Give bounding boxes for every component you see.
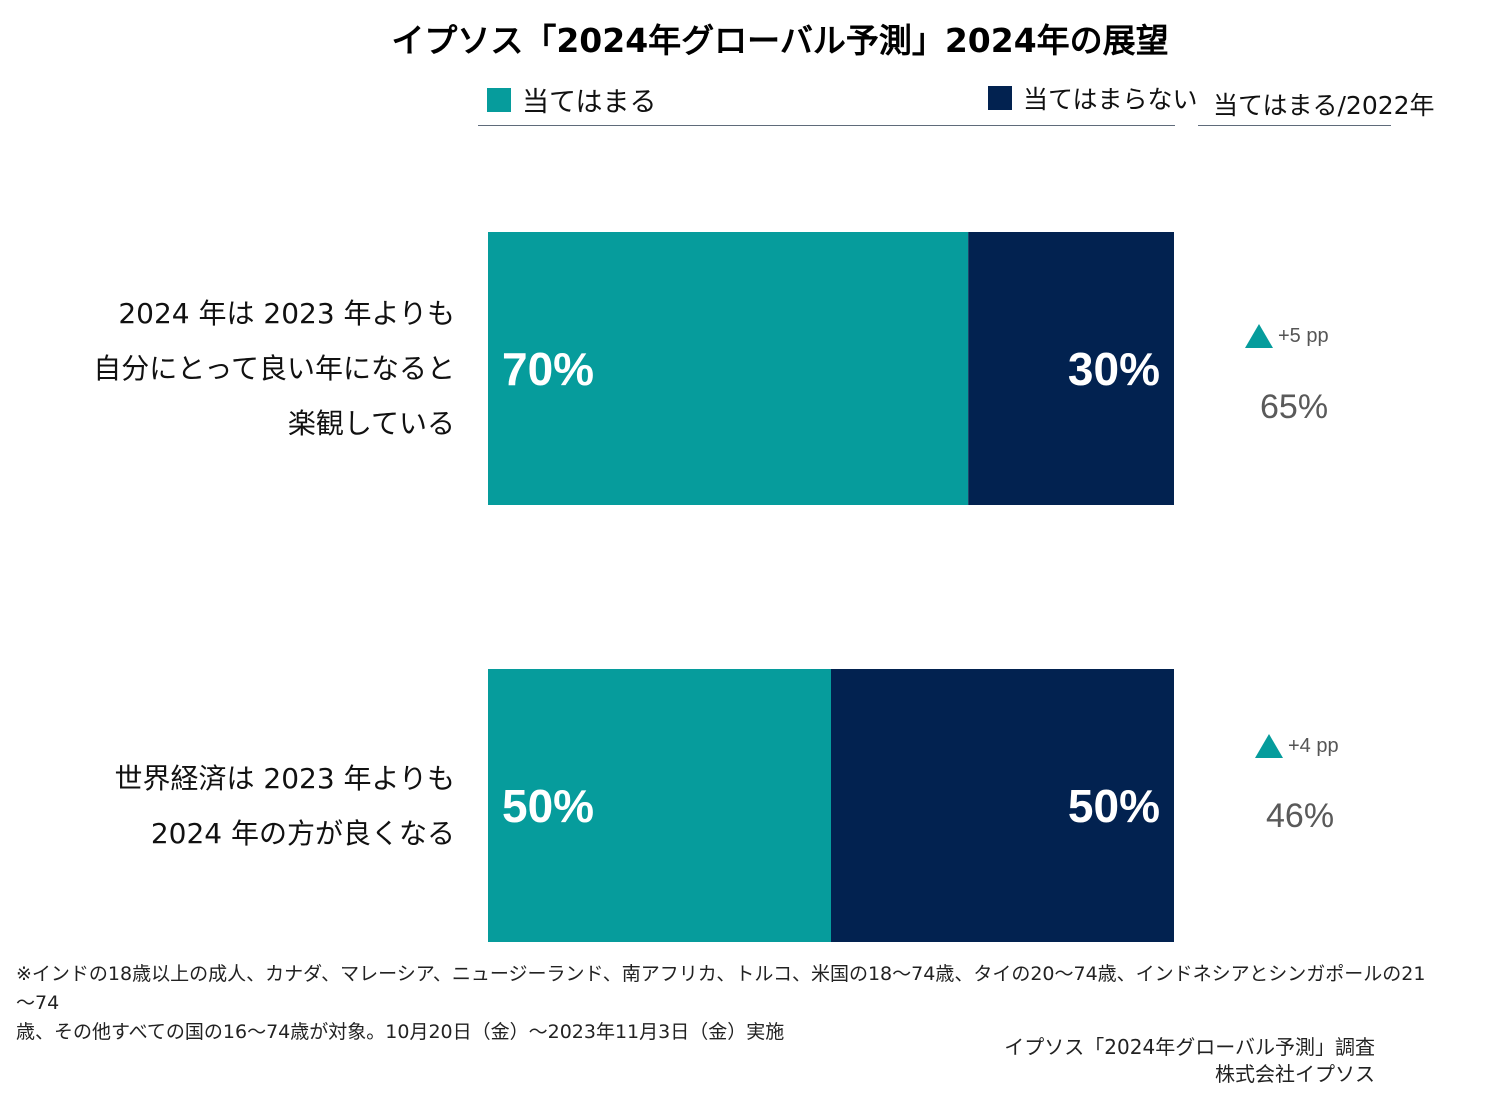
category-label-1-line: 自分にとって良い年になると — [93, 352, 455, 385]
footnote-line: 歳、その他すべての国の16～74歳が対象。10月20日（金）～2023年11月3… — [16, 1021, 785, 1043]
footnote: ※インドの18歳以上の成人、カナダ、マレーシア、ニュージーランド、南アフリカ、ト… — [16, 960, 1436, 1047]
legend-swatch-agree — [487, 87, 511, 112]
legend-label-disagree: 当てはまらない — [1023, 85, 1198, 114]
chart-title: イプソス「2024年グローバル予測」2024年の展望 — [391, 21, 1169, 60]
category-label-1-line: 楽観している — [287, 407, 455, 440]
bar-label-disagree-2: 50% — [1067, 779, 1160, 832]
bar-agree-2 — [488, 669, 831, 942]
change-indicator-2: +4 pp — [1255, 734, 1339, 758]
bar-label-agree-2: 50% — [502, 779, 595, 832]
category-label-2: 世界経済は 2023 年よりも 2024 年の方が良くなる — [115, 751, 456, 861]
source-company: 株式会社イプソス — [1215, 1062, 1375, 1086]
legend-swatch-disagree — [988, 86, 1012, 110]
legend-divider — [478, 125, 1175, 126]
source-line: イプソス「2024年グローバル予測」調査 — [1004, 1035, 1375, 1059]
comparison-header: 当てはまる/2022年 — [1213, 86, 1435, 122]
up-triangle-icon — [1245, 324, 1273, 348]
change-value-2: +4 pp — [1288, 734, 1339, 757]
bar-disagree-2 — [831, 669, 1174, 942]
comparison-value-1: 65% — [1260, 388, 1329, 426]
legend-item-disagree: 当てはまらない — [988, 80, 1198, 116]
category-label-1-line: 2024 年は 2023 年よりも — [118, 297, 455, 330]
bar-label-disagree-1: 30% — [1067, 342, 1160, 395]
comparison-divider — [1198, 125, 1391, 126]
comparison-value-2: 46% — [1266, 797, 1335, 835]
up-triangle-icon — [1255, 734, 1283, 758]
legend-item-agree: 当てはまる — [487, 80, 656, 119]
footnote-line: ※インドの18歳以上の成人、カナダ、マレーシア、ニュージーランド、南アフリカ、ト… — [16, 963, 1426, 1014]
change-value-1: +5 pp — [1278, 324, 1329, 347]
bar-agree-1 — [488, 232, 969, 505]
bar-label-agree-1: 70% — [502, 342, 595, 395]
category-label-2-line: 世界経済は 2023 年よりも — [114, 762, 456, 795]
change-indicator-1: +5 pp — [1245, 324, 1329, 348]
comparison-header-label: 当てはまる/2022年 — [1213, 91, 1435, 120]
category-label-2-line: 2024 年の方が良くなる — [150, 817, 455, 850]
bar-disagree-1 — [968, 232, 1174, 505]
category-label-1: 2024 年は 2023 年よりも 自分にとって良い年になると 楽観している — [93, 286, 455, 451]
legend-label-agree: 当てはまる — [522, 87, 657, 118]
